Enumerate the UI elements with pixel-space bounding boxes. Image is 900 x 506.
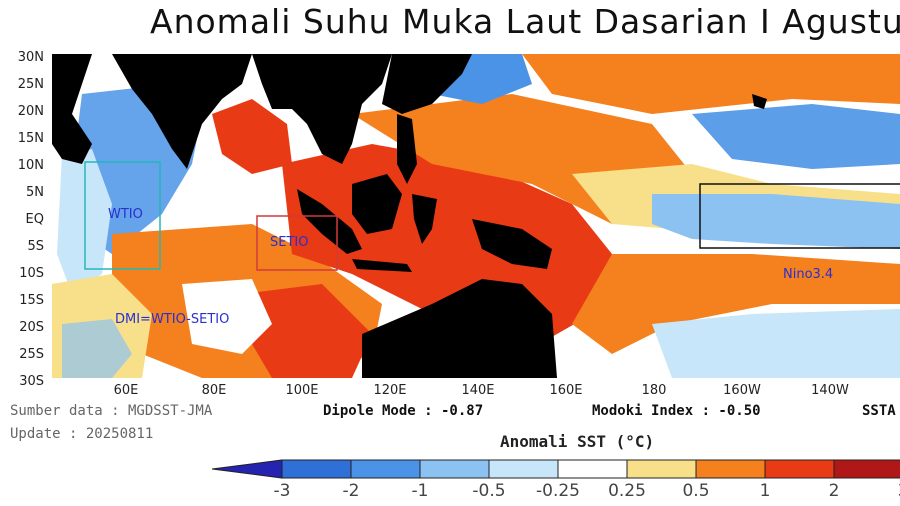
land-sumatra: [297, 189, 362, 254]
legend-title: Anomali SST (°C): [500, 432, 655, 451]
nino34-label: Nino3.4: [783, 267, 834, 282]
dmi-formula-label: DMI=WTIO-SETIO: [115, 312, 230, 327]
colorbar-label: 3: [873, 481, 900, 501]
sst-anomaly-map: [52, 54, 900, 378]
source-text: Sumber data : MGDSST-JMA: [10, 403, 213, 419]
warm-anomaly-bay-of-bengal: [212, 99, 292, 174]
colorbar-label: -2: [342, 481, 360, 501]
land-india: [112, 54, 252, 169]
colorbar-segment-6: [626, 459, 697, 479]
lon-tick-180: 180: [641, 383, 667, 398]
colorbar-label: -1: [411, 481, 429, 501]
colorbar-segment-min: [212, 459, 283, 479]
lat-tick-10s: 10S: [19, 266, 44, 281]
nino34-region-box: [699, 183, 900, 249]
lat-tick-15s: 15S: [19, 293, 44, 308]
lon-tick-140e: 140E: [461, 383, 495, 398]
land-philippines: [397, 114, 417, 184]
lat-tick-25s: 25S: [19, 347, 44, 362]
colorbar-segment-2: [350, 459, 421, 479]
land-java: [352, 259, 412, 272]
land-new-guinea: [472, 219, 552, 269]
colorbar-segment-5: [557, 459, 628, 479]
lat-tick-10n: 10N: [17, 158, 44, 173]
cool-patches-south-indian: [62, 319, 132, 378]
lon-tick-160e: 160E: [549, 383, 583, 398]
map-canvas: [52, 54, 900, 378]
lon-tick-140w: 140W: [811, 383, 849, 398]
wtio-region-box: [84, 161, 161, 270]
colorbar-segment-4: [488, 459, 559, 479]
setio-label: SETIO: [270, 235, 309, 250]
colorbar-label: 2: [828, 481, 840, 501]
colorbar-segment-7: [695, 459, 766, 479]
cool-anomaly-south-indian-center: [182, 279, 272, 354]
colorbar-label: 0.5: [682, 481, 710, 501]
land-australia: [362, 279, 557, 378]
colorbar-label: 1: [759, 481, 771, 501]
lat-tick-5n: 5N: [26, 185, 44, 200]
land-arabia-africa: [52, 54, 92, 164]
colorbar-label: -0.5: [472, 481, 506, 501]
colorbar-segment-9: [833, 459, 900, 479]
warm-anomaly-north-pacific: [522, 54, 900, 114]
cool-anomaly-southeast-pacific: [652, 309, 900, 378]
lat-tick-5s: 5S: [27, 239, 44, 254]
setio-region-box: [256, 215, 338, 271]
lat-tick-30n: 30N: [17, 50, 44, 65]
lat-tick-25n: 25N: [17, 77, 44, 92]
map-title: Anomali Suhu Muka Laut Dasarian I Agustu…: [150, 2, 900, 41]
colorbar-segment-3: [419, 459, 490, 479]
lat-tick-20s: 20S: [19, 320, 44, 335]
land-china: [382, 54, 472, 114]
colorbar-segment-8: [764, 459, 835, 479]
lat-tick-20n: 20N: [17, 104, 44, 119]
lat-tick-30s: 30S: [19, 374, 44, 389]
colorbar-label: -0.25: [536, 481, 580, 501]
lat-tick-eq: EQ: [25, 212, 44, 227]
land-asia: [252, 54, 392, 164]
colorbar-label: -3: [273, 481, 291, 501]
cool-anomaly-central-pacific: [652, 194, 900, 249]
cool-anomaly-north-pacific: [692, 104, 900, 169]
lon-tick-120e: 120E: [373, 383, 407, 398]
land-borneo: [352, 174, 402, 234]
lon-tick-80e: 80E: [201, 383, 227, 398]
land-japan-islands: [752, 94, 767, 109]
lat-tick-15n: 15N: [17, 131, 44, 146]
modoki-index: Modoki Index : -0.50: [592, 403, 761, 419]
lon-tick-100e: 100E: [285, 383, 319, 398]
update-text: Update : 20250811: [10, 426, 154, 442]
land-sulawesi: [412, 194, 437, 244]
wtio-label: WTIO: [108, 207, 143, 222]
ssta-text: SSTA: [862, 403, 896, 419]
lon-tick-160w: 160W: [723, 383, 761, 398]
colorbar-label: 0.25: [608, 481, 646, 501]
dipole-mode-index: Dipole Mode : -0.87: [323, 403, 484, 419]
lon-tick-60e: 60E: [113, 383, 139, 398]
colorbar: [212, 459, 900, 479]
warm-anomaly-west-australia: [242, 284, 372, 378]
colorbar-segment-1: [281, 459, 352, 479]
